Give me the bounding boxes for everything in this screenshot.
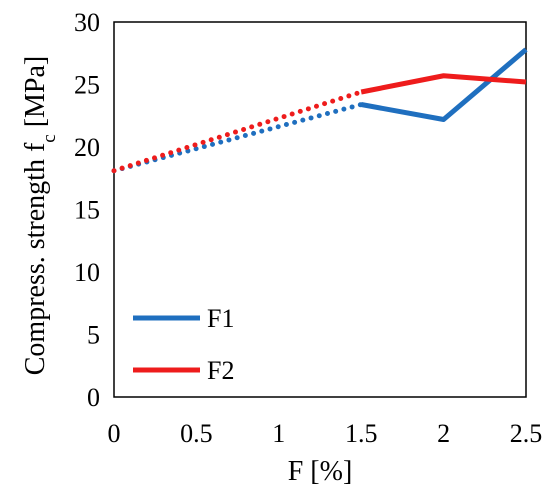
y-axis-title: Compress. strength fc [MPa]: [20, 56, 60, 376]
plot-border: [113, 21, 527, 398]
x-tick-label: 1: [272, 419, 285, 448]
x-tick-label: 2.5: [510, 419, 543, 448]
x-axis-title: F [%]: [288, 456, 353, 487]
legend-label: F2: [207, 356, 234, 385]
y-tick-label: 25: [74, 71, 100, 100]
series-layer: [111, 47, 528, 174]
series-solid-line: [360, 47, 528, 122]
legend-label: F1: [207, 304, 234, 333]
legend: F1 F2: [133, 304, 234, 385]
y-tick-label: 5: [87, 321, 100, 350]
x-tick-label: 0: [108, 419, 121, 448]
y-tick-label: 30: [74, 8, 100, 37]
y-tick-label: 0: [87, 383, 100, 412]
series-dotted-line: [111, 102, 364, 174]
x-tick-label: 2: [437, 419, 450, 448]
tick-layer: 0 0.5 1 1.5 2 2.5 0 5 10 15 20 25 30: [74, 8, 542, 448]
series-dotted-line: [111, 89, 364, 174]
series-solid-line: [360, 73, 527, 95]
x-tick-label: 1.5: [345, 419, 378, 448]
y-tick-label: 15: [74, 196, 100, 225]
y-tick-label: 10: [74, 258, 100, 287]
plot-frame: [113, 21, 527, 398]
x-tick-label: 0.5: [180, 419, 213, 448]
y-tick-label: 20: [74, 133, 100, 162]
